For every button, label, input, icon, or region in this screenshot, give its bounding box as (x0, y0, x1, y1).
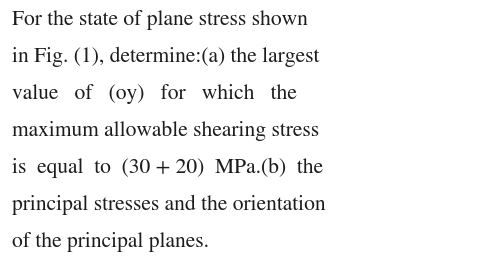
Text: For the state of plane stress shown: For the state of plane stress shown (12, 10, 308, 30)
Text: of the principal planes.: of the principal planes. (12, 232, 209, 252)
Text: maximum allowable shearing stress: maximum allowable shearing stress (12, 121, 319, 141)
Text: principal stresses and the orientation: principal stresses and the orientation (12, 195, 326, 215)
Text: in Fig. (1), determine:(a) the largest: in Fig. (1), determine:(a) the largest (12, 47, 319, 67)
Text: value   of   (oy)   for   which   the: value of (oy) for which the (12, 84, 297, 104)
Text: is  equal  to  (30 + 20)  MPa.(b)  the: is equal to (30 + 20) MPa.(b) the (12, 158, 323, 178)
